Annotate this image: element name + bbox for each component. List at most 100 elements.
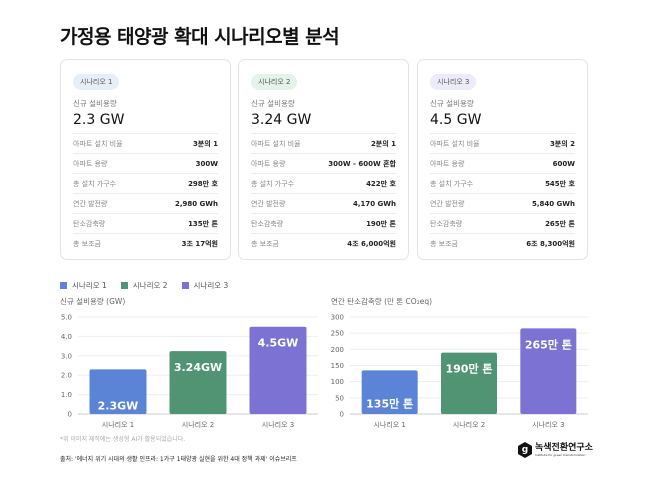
bar-1 <box>361 370 418 414</box>
capacity-value: 2.3 GW <box>73 112 125 128</box>
y-tick-label: 3.0 <box>61 352 72 360</box>
page-title: 가정용 태양광 확대 시나리오별 분석 <box>60 26 340 48</box>
stat-value: 2,980 GWh <box>174 199 218 208</box>
x-tick-label: 시나리오 1 <box>102 420 134 429</box>
stat-label: 아파트 용량 <box>73 159 108 168</box>
stat-label: 연간 발전량 <box>251 199 286 208</box>
stat-label: 총 보조금 <box>73 239 101 248</box>
legend-swatch <box>120 282 128 289</box>
bar-data-label: 3.24GW <box>174 361 222 374</box>
scenario-badge: 시나리오 3 <box>430 74 477 90</box>
chart-legend: 시나리오 1 시나리오 2 시나리오 3 <box>60 280 228 291</box>
ai-note: *위 이미지 제작에는 생성형 AI가 활용되었습니다. <box>60 436 186 443</box>
capacity-value: 3.24 GW <box>251 112 312 128</box>
stat-row: 탄소감축량 135만 톤 <box>73 213 218 233</box>
legend-item-3: 시나리오 3 <box>181 280 229 291</box>
institute-logo: g 녹색전환연구소 Institute for green transformat… <box>518 442 593 458</box>
x-tick-label: 시나리오 2 <box>453 420 485 429</box>
x-tick-label: 시나리오 1 <box>373 420 405 429</box>
logo-sub: Institute for green transformation <box>535 453 586 457</box>
stat-label: 탄소감축량 <box>73 219 106 228</box>
stat-value: 300W <box>195 159 218 168</box>
legend-item-2: 시나리오 2 <box>120 280 168 291</box>
y-tick-label: 50 <box>335 394 344 402</box>
stat-label: 탄소감축량 <box>251 219 284 228</box>
stat-value: 298만 호 <box>188 179 218 188</box>
legend-label: 시나리오 3 <box>193 281 229 290</box>
stat-row: 연간 발전량 5,840 GWh <box>430 193 575 213</box>
y-tick-label: 4.0 <box>61 333 72 341</box>
stat-row: 아파트 용량 300W - 600W 혼합 <box>251 153 396 173</box>
stat-label: 아파트 용량 <box>251 159 286 168</box>
stat-row: 아파트 설치 비율 3분의 2 <box>430 133 575 153</box>
legend-label: 시나리오 2 <box>132 281 168 290</box>
stat-label: 탄소감축량 <box>430 219 463 228</box>
chart1-title: 신규 설비용량 (GW) <box>60 297 126 306</box>
bar-2 <box>169 351 227 414</box>
stat-row: 탄소감축량 265만 톤 <box>430 213 575 233</box>
stat-value: 6조 8,300억원 <box>526 239 575 248</box>
stat-row: 아파트 용량 600W <box>430 153 575 173</box>
scenario-card-1: 시나리오 1 신규 설비용량 2.3 GW 아파트 설치 비율 3분의 1 아파트 용… <box>60 59 231 260</box>
source-text: 출처: '에너지 위기 시대의 생활 인프라: 1가구 1태양광 실현을 위한 … <box>60 456 297 463</box>
stat-row: 연간 발전량 2,980 GWh <box>73 193 218 213</box>
stat-row: 총 보조금 6조 8,300억원 <box>430 233 575 253</box>
bar-3 <box>520 328 577 414</box>
stat-label: 연간 발전량 <box>430 199 465 208</box>
logo-name: 녹색전환연구소 <box>535 443 593 453</box>
stat-value: 545만 호 <box>545 179 575 188</box>
scenario-badge: 시나리오 2 <box>251 74 298 90</box>
stat-value: 3조 17억원 <box>181 239 218 248</box>
y-tick-label: 150 <box>331 362 344 370</box>
stat-value: 135만 톤 <box>188 219 218 228</box>
scenario-card-3: 시나리오 3 신규 설비용량 4.5 GW 아파트 설치 비율 3분의 2 아파트 용… <box>417 59 588 260</box>
legend-item-1: 시나리오 1 <box>60 280 107 291</box>
capacity-label: 신규 설비용량 <box>73 99 117 108</box>
x-tick-label: 시나리오 2 <box>182 420 214 429</box>
stat-row: 아파트 설치 비율 3분의 1 <box>73 133 218 153</box>
stat-label: 총 설치 가구수 <box>430 179 474 188</box>
y-tick-label: 0 <box>68 411 72 419</box>
stat-label: 총 보조금 <box>251 239 279 248</box>
scenario-badge: 시나리오 1 <box>73 74 120 90</box>
stat-row: 아파트 용량 300W <box>73 153 218 173</box>
stat-value: 4조 6,000억원 <box>347 239 396 248</box>
stat-value: 600W <box>552 159 575 168</box>
stat-label: 총 설치 가구수 <box>251 179 295 188</box>
y-tick-label: 200 <box>331 346 344 354</box>
bar-data-label: 4.5GW <box>258 337 299 350</box>
stat-row: 총 설치 가구수 298만 호 <box>73 173 218 193</box>
bar-3 <box>249 326 307 414</box>
bar-2 <box>441 352 497 414</box>
legend-swatch <box>181 282 189 289</box>
chart2-title: 연간 탄소감축량 (만 톤 CO₂eq) <box>331 297 433 306</box>
y-tick-label: 300 <box>331 314 344 322</box>
capacity-label: 신규 설비용량 <box>251 99 295 108</box>
stat-label: 아파트 용량 <box>430 159 465 168</box>
bar-data-label: 190만 톤 <box>445 362 492 376</box>
stat-label: 아파트 설치 비율 <box>73 139 123 148</box>
stat-row: 총 보조금 3조 17억원 <box>73 233 218 253</box>
y-tick-label: 250 <box>331 330 344 338</box>
stat-value: 190만 톤 <box>366 219 396 228</box>
legend-swatch <box>60 282 67 289</box>
capacity-label: 신규 설비용량 <box>430 99 474 108</box>
y-tick-label: 5.0 <box>61 314 72 322</box>
stat-row: 연간 발전량 4,170 GWh <box>251 193 396 213</box>
stat-label: 총 설치 가구수 <box>73 179 117 188</box>
bar-data-label: 2.3GW <box>98 399 139 412</box>
x-tick-label: 시나리오 3 <box>262 420 294 429</box>
stat-value: 4,170 GWh <box>352 199 396 208</box>
bar-data-label: 265만 톤 <box>525 337 572 351</box>
stat-value: 3분의 1 <box>192 139 218 148</box>
stat-value: 300W - 600W 혼합 <box>328 159 396 168</box>
y-tick-label: 100 <box>331 378 344 386</box>
capacity-value: 4.5 GW <box>430 112 482 128</box>
y-tick-label: 2.0 <box>61 372 72 380</box>
bar-1 <box>89 369 147 414</box>
stat-label: 총 보조금 <box>430 239 458 248</box>
legend-label: 시나리오 1 <box>72 281 107 290</box>
stat-row: 총 보조금 4조 6,000억원 <box>251 233 396 253</box>
stat-row: 총 설치 가구수 545만 호 <box>430 173 575 193</box>
